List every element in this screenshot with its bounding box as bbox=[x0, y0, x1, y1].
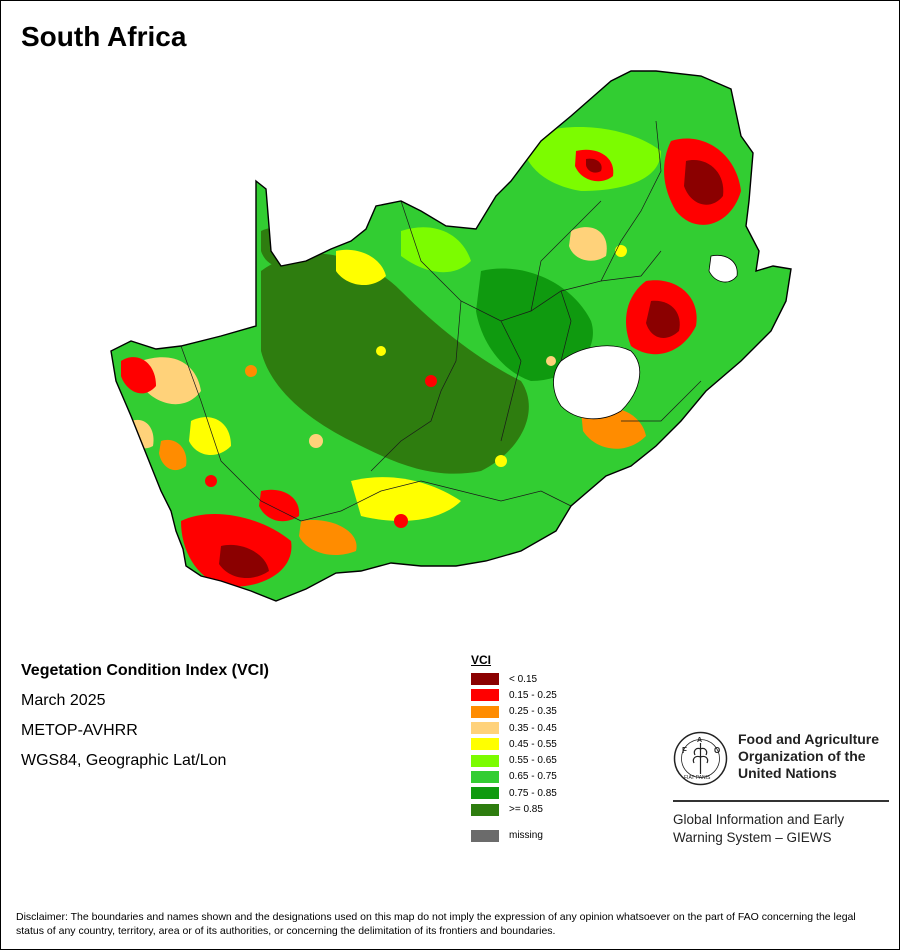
legend-swatch bbox=[471, 738, 499, 751]
eswatini-area bbox=[708, 254, 738, 283]
legend-label-missing: missing bbox=[509, 830, 543, 842]
legend-label: >= 0.85 bbox=[509, 804, 543, 816]
legend-label: 0.65 - 0.75 bbox=[509, 771, 557, 783]
vci-map bbox=[110, 70, 792, 602]
legend-item: 0.15 - 0.25 bbox=[471, 687, 557, 703]
legend-swatch bbox=[471, 722, 499, 735]
fao-logo-block: F O A FIAT PANIS Food and Agriculture Or… bbox=[673, 731, 889, 847]
legend-swatch bbox=[471, 803, 499, 816]
legend-item: 0.65 - 0.75 bbox=[471, 769, 557, 785]
legend-label: < 0.15 bbox=[509, 673, 538, 685]
svg-text:A: A bbox=[697, 737, 702, 744]
svg-text:F: F bbox=[682, 746, 687, 755]
vci-legend: VCI < 0.15 0.15 - 0.25 0.25 - 0.35 0.35 - 0… bbox=[471, 653, 557, 844]
projection-label: WGS84, Geographic Lat/Lon bbox=[21, 752, 227, 769]
map-metadata: Vegetation Condition Index (VCI) March 2… bbox=[21, 656, 269, 776]
giews-name: Global Information and Early Warning Sys… bbox=[673, 811, 845, 845]
legend-item: >= 0.85 bbox=[471, 801, 557, 817]
legend-item: < 0.15 bbox=[471, 671, 557, 687]
fao-emblem: F O A FIAT PANIS bbox=[673, 731, 728, 786]
legend-swatch bbox=[471, 770, 499, 783]
map-title: South Africa bbox=[21, 21, 187, 52]
fao-org-name: Food and Agriculture Organization of the… bbox=[738, 731, 880, 781]
legend-swatch bbox=[471, 787, 499, 800]
province-boundaries bbox=[180, 120, 702, 522]
legend-swatch bbox=[471, 673, 499, 686]
svg-text:FIAT PANIS: FIAT PANIS bbox=[684, 775, 711, 781]
legend-item: 0.75 - 0.85 bbox=[471, 785, 557, 801]
period-label: March 2025 bbox=[21, 692, 106, 709]
legend-title: VCI bbox=[471, 653, 492, 667]
legend-label: 0.75 - 0.85 bbox=[509, 787, 557, 799]
fao-divider bbox=[673, 800, 889, 802]
legend-swatch bbox=[471, 705, 499, 718]
legend-swatch bbox=[471, 754, 499, 767]
product-name: Vegetation Condition Index (VCI) bbox=[21, 662, 269, 679]
legend-item: 0.45 - 0.55 bbox=[471, 736, 557, 752]
legend-label: 0.35 - 0.45 bbox=[509, 722, 557, 734]
legend-swatch bbox=[471, 689, 499, 702]
legend-label: 0.55 - 0.65 bbox=[509, 755, 557, 767]
lesotho-area bbox=[553, 345, 640, 420]
vci-raster bbox=[111, 71, 791, 601]
disclaimer-text: Disclaimer: The boundaries and names sho… bbox=[16, 911, 856, 937]
legend-item: 0.25 - 0.35 bbox=[471, 704, 557, 720]
legend-label: 0.15 - 0.25 bbox=[509, 689, 557, 701]
legend-swatch-missing bbox=[471, 829, 499, 842]
legend-label: 0.45 - 0.55 bbox=[509, 738, 557, 750]
sensor-label: METOP-AVHRR bbox=[21, 722, 138, 739]
svg-text:O: O bbox=[714, 746, 720, 755]
legend-item: 0.55 - 0.65 bbox=[471, 752, 557, 768]
legend-item: 0.35 - 0.45 bbox=[471, 720, 557, 736]
legend-label: 0.25 - 0.35 bbox=[509, 706, 557, 718]
legend-item-missing: missing bbox=[471, 828, 557, 844]
